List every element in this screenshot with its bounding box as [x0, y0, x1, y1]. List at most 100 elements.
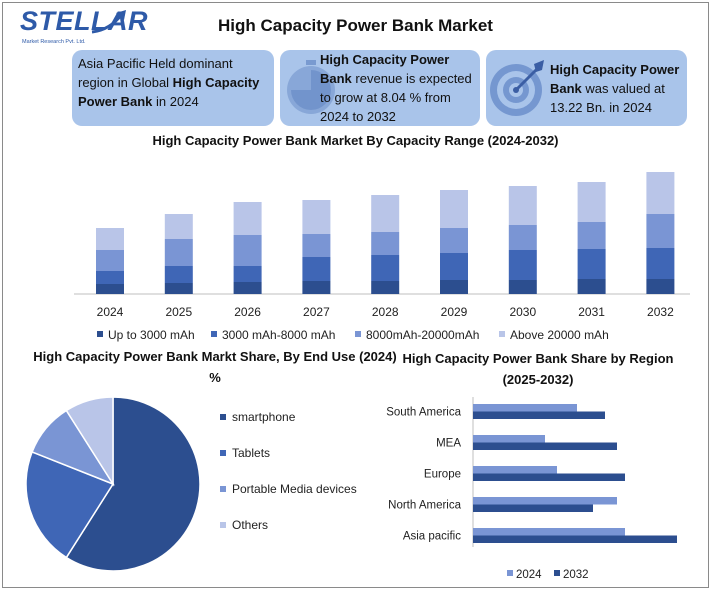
info-box-region-text: Asia Pacific Held dominant region in Glo…: [78, 56, 233, 90]
end-use-pie-chart: [25, 396, 201, 572]
info-box-region: Asia Pacific Held dominant region in Glo…: [72, 50, 274, 126]
bar-segment: [96, 228, 124, 250]
y-tick-label: Europe: [424, 469, 461, 481]
bar-segment: [440, 253, 468, 280]
bar-segment: [302, 257, 331, 281]
region-bar: [473, 528, 625, 536]
bar-segment: [233, 266, 262, 282]
info-box-growth: High Capacity Power Bank revenue is expe…: [280, 50, 480, 126]
bar-segment: [164, 214, 193, 239]
bar-segment: [233, 235, 262, 266]
region-chart-title: High Capacity Power Bank Share by Region…: [402, 351, 674, 387]
legend-swatch: [220, 414, 226, 420]
bar-segment: [646, 214, 675, 248]
legend-swatch: [220, 450, 226, 456]
bar-segment: [646, 279, 675, 294]
bar-segment: [96, 284, 124, 294]
info-box-value-text: High Capacity Power Bank was valued at 1…: [550, 60, 684, 117]
info-box-growth-text: High Capacity Power Bank revenue is expe…: [320, 50, 478, 126]
y-tick-label: South America: [386, 407, 461, 419]
legend-label: Up to 3000 mAh: [108, 328, 195, 342]
bar-segment: [96, 250, 124, 271]
legend-label: Portable Media devices: [232, 482, 357, 496]
legend-swatch: [499, 331, 505, 337]
legend-label: 3000 mAh-8000 mAh: [222, 328, 335, 342]
legend-label: 8000mAh-20000mAh: [366, 328, 479, 342]
bar-segment: [508, 186, 537, 225]
bar-segment: [577, 279, 606, 294]
legend-swatch: [220, 486, 226, 492]
bar-segment: [302, 234, 331, 257]
bar-segment: [577, 182, 606, 222]
region-bar-chart: South America MEA Europe North America Asia …: [386, 397, 677, 581]
end-use-chart-title: High Capacity Power Bank Markt Share, By…: [33, 349, 397, 385]
info-box-value-bold: High Capacity Power Bank: [550, 62, 680, 96]
region-bar: [473, 435, 545, 443]
page-title: High Capacity Power Bank Market: [218, 16, 493, 35]
bar-segment: [440, 190, 468, 228]
bar-segment: [302, 200, 331, 234]
legend-label: 2024: [516, 569, 542, 581]
legend-label: smartphone: [232, 410, 296, 424]
info-box-value-desc: was valued at 13.22 Bn. in 2024: [550, 81, 665, 115]
y-tick-label: North America: [388, 500, 461, 512]
legend-swatch: [507, 570, 513, 576]
region-bar: [473, 473, 625, 481]
bar-segment: [577, 222, 606, 249]
bar-segment: [508, 250, 537, 280]
bar-segment: [577, 249, 606, 279]
region-bar: [473, 411, 605, 419]
pie-slice: [65, 396, 114, 487]
region-bar: [473, 466, 557, 474]
info-box-value: High Capacity Power Bank was valued at 1…: [486, 50, 687, 126]
region-bar: [473, 497, 617, 505]
pie-slice: [25, 450, 115, 559]
y-tick-label: MEA: [436, 438, 461, 450]
legend-swatch: [554, 570, 560, 576]
legend-label: Above 20000 mAh: [510, 328, 609, 342]
x-tick-label: 2030: [509, 305, 536, 319]
bar-segment: [440, 280, 468, 294]
legend-label: 2032: [563, 569, 589, 581]
bar-segment: [164, 239, 193, 266]
legend-swatch: [355, 331, 361, 337]
info-box-region-bold: High Capacity Power Bank: [78, 75, 260, 109]
bar-segment: [508, 280, 537, 294]
bar-segment: [96, 271, 124, 284]
x-tick-label: 2029: [441, 305, 468, 319]
x-tick-label: 2025: [165, 305, 192, 319]
timer-icon: [287, 60, 335, 114]
bar-segment: [302, 281, 331, 294]
region-bar: [473, 504, 593, 512]
x-tick-label: 2024: [97, 305, 124, 319]
logo-brand: STELLAR: [20, 6, 148, 36]
logo-subtitle: Market Research Pvt. Ltd.: [22, 39, 86, 45]
legend-swatch: [220, 522, 226, 528]
stellar-logo: STELLAR Market Research Pvt. Ltd.: [20, 6, 148, 46]
x-tick-label: 2031: [578, 305, 605, 319]
bar-segment: [371, 281, 400, 294]
bar-segment: [508, 225, 537, 250]
legend-label: Others: [232, 518, 269, 532]
legend-label: Tablets: [232, 446, 271, 460]
capacity-stacked-bar-chart: 2024 2025 2026 2027 2028 2029 2030 2031 2032 Up t…: [74, 172, 690, 342]
x-tick-label: 2027: [303, 305, 330, 319]
bar-segment: [233, 202, 262, 235]
bar-segment: [164, 283, 193, 294]
bar-segment: [371, 232, 400, 255]
capacity-chart-title: High Capacity Power Bank Market By Capac…: [152, 133, 559, 148]
bar-segment: [233, 282, 262, 294]
legend-swatch: [97, 331, 103, 337]
x-tick-label: 2028: [372, 305, 399, 319]
info-box-growth-desc: revenue is expected to grow at 8.04 % fr…: [320, 71, 472, 124]
pie-slice: [65, 396, 201, 572]
logo-arrow-icon: [91, 10, 126, 34]
y-tick-label: Asia pacific: [403, 531, 461, 543]
bar-segment: [646, 172, 675, 214]
bar-segment: [371, 255, 400, 281]
region-bar: [473, 404, 577, 412]
region-bar: [473, 442, 617, 450]
bar-segment: [164, 266, 193, 283]
legend-swatch: [211, 331, 217, 337]
info-box-region-text-end: in 2024: [152, 94, 199, 109]
